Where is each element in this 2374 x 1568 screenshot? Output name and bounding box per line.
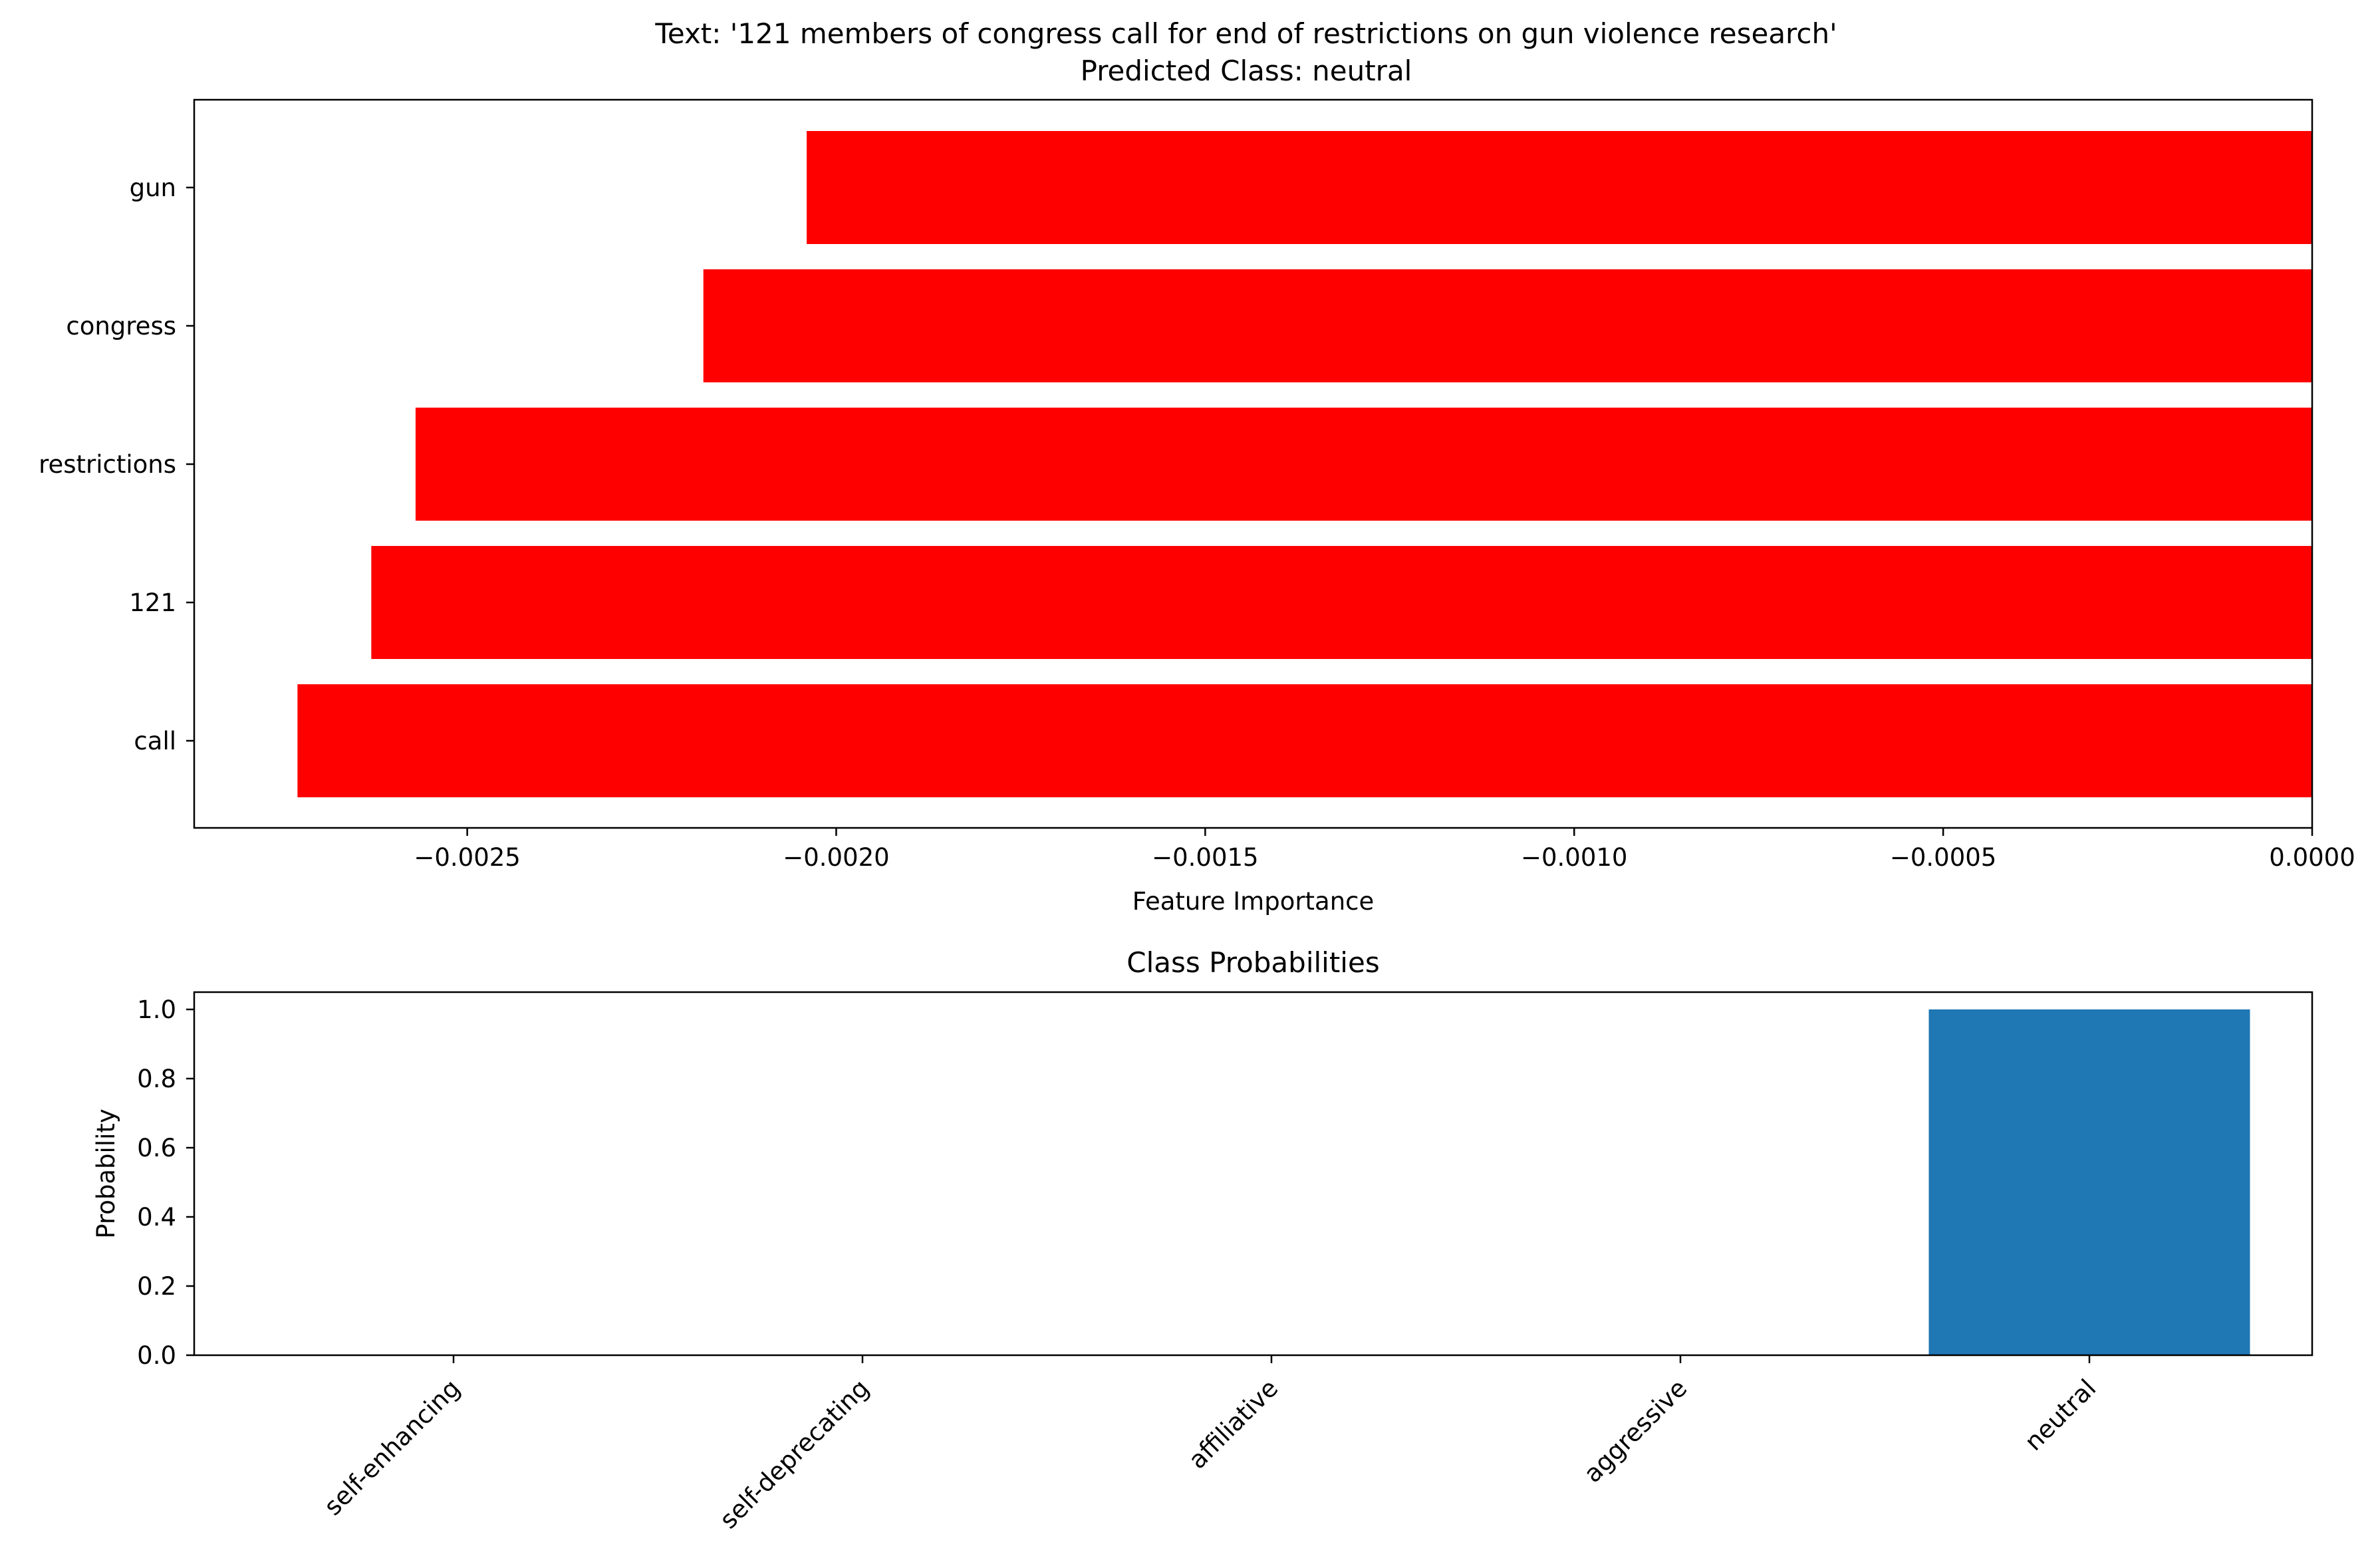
probability-bar-neutral bbox=[1928, 1009, 2250, 1355]
importance-bar-121 bbox=[371, 546, 2312, 659]
ytick-label: 0.2 bbox=[137, 1272, 176, 1301]
ytick-label: 121 bbox=[129, 588, 176, 617]
xtick-label: aggressive bbox=[1578, 1374, 1692, 1488]
y-axis-label: Probability bbox=[92, 1109, 120, 1239]
ytick-label: restrictions bbox=[39, 450, 176, 479]
ytick-label: 0.8 bbox=[137, 1065, 176, 1093]
figure-title-line2: Predicted Class: neutral bbox=[1081, 55, 1412, 87]
ytick-label: 0.6 bbox=[137, 1134, 176, 1162]
xtick-label: −0.0025 bbox=[414, 843, 520, 872]
chart-title: Class Probabilities bbox=[1126, 946, 1379, 979]
plot-frame bbox=[193, 991, 2313, 1357]
ytick-label: call bbox=[134, 727, 176, 755]
xtick-label: self-enhancing bbox=[319, 1374, 465, 1521]
xtick-label: neutral bbox=[2019, 1374, 2101, 1456]
ytick-label: 0.0 bbox=[137, 1341, 176, 1370]
xtick-label: 0.0000 bbox=[2269, 843, 2355, 872]
class-probabilities-chart: Class Probabilities 0.0 0.2 0.4 0.6 0.8 1.0 sel… bbox=[92, 946, 2313, 1534]
ytick-label: 0.4 bbox=[137, 1203, 176, 1232]
xtick-label: −0.0005 bbox=[1890, 843, 1996, 872]
importance-bar-restrictions bbox=[415, 408, 2313, 521]
xtick-label: −0.0015 bbox=[1152, 843, 1258, 872]
xtick-label: −0.0020 bbox=[783, 843, 889, 872]
xtick-label: −0.0010 bbox=[1521, 843, 1627, 872]
ytick-label: gun bbox=[130, 174, 176, 202]
importance-bar-congress bbox=[703, 269, 2312, 382]
ytick-label: 1.0 bbox=[137, 995, 176, 1024]
figure-title-line1: Text: '121 members of congress call for … bbox=[654, 17, 1837, 50]
ytick-label: congress bbox=[66, 312, 176, 340]
xtick-label: self-deprecating bbox=[714, 1374, 874, 1534]
importance-bar-gun bbox=[807, 131, 2312, 244]
xtick-label: affiliative bbox=[1183, 1374, 1283, 1474]
x-axis-label: Feature Importance bbox=[1132, 887, 1375, 916]
importance-bar-call bbox=[297, 684, 2313, 797]
feature-importance-chart: call 121 restrictions congress gun −0.0025 −0.… bbox=[39, 98, 2355, 916]
